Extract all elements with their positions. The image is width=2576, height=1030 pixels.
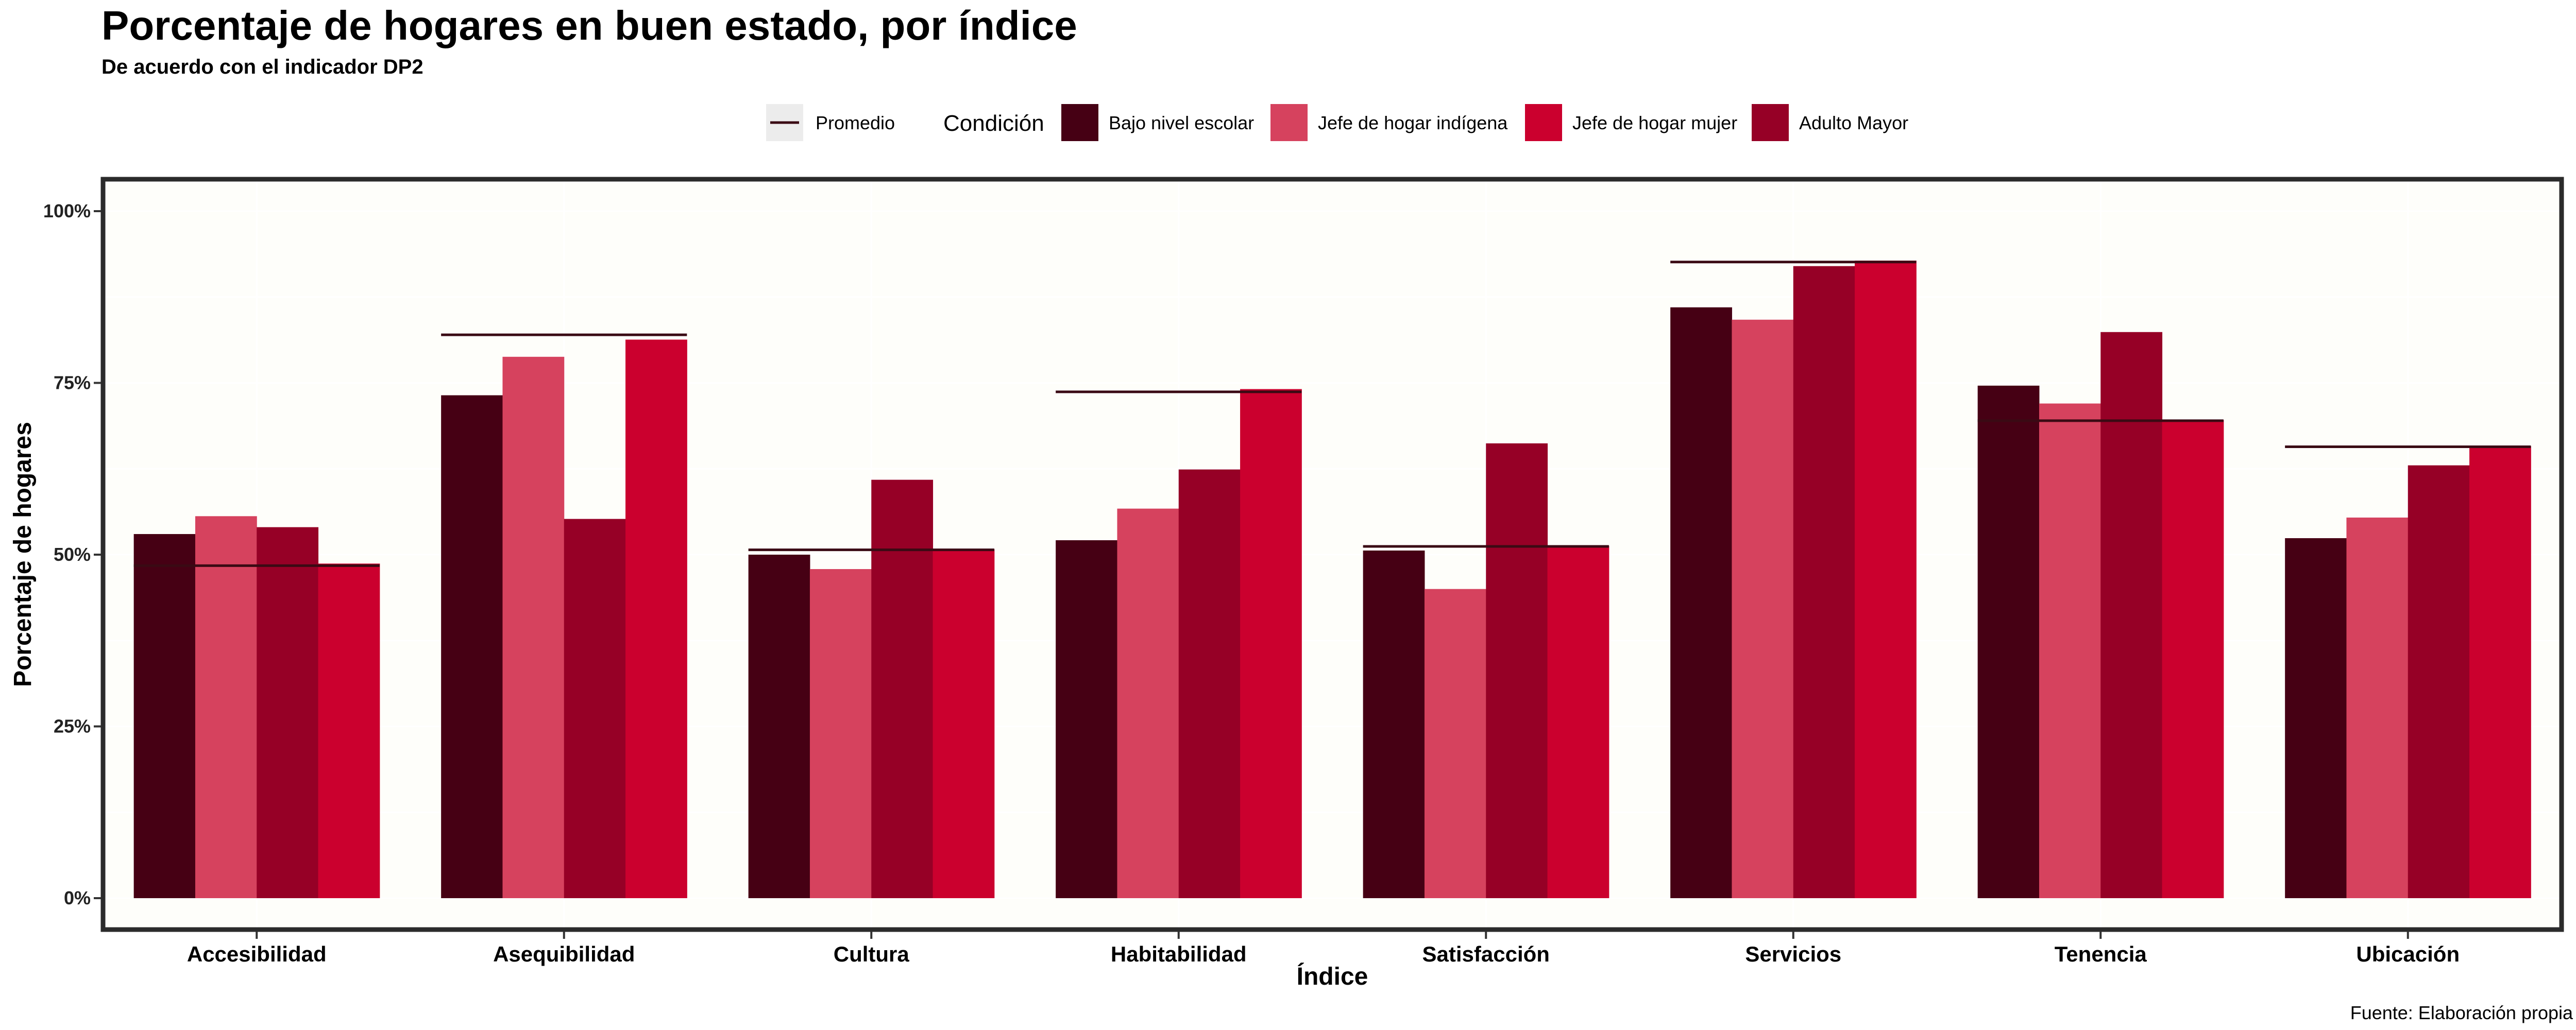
bar	[1977, 385, 2040, 898]
bar	[2285, 538, 2347, 898]
legend-title: Condición	[943, 111, 1044, 136]
bar	[441, 395, 503, 898]
bar	[1855, 261, 1917, 899]
legend-label: Adulto Mayor	[1799, 112, 1908, 133]
x-tick-label: Cultura	[834, 942, 910, 966]
bar	[318, 563, 380, 898]
x-tick-label: Tenencia	[2055, 942, 2147, 966]
x-tick-label: Habitabilidad	[1111, 942, 1247, 966]
bar	[1363, 550, 1425, 898]
y-axis: 0% 25% 50% 75% 100%	[43, 200, 101, 908]
x-tick-label: Satisfacción	[1422, 942, 1550, 966]
bar	[1240, 389, 1302, 898]
x-axis: Accesibilidad Asequibilidad Cultura Habitab…	[187, 932, 2460, 966]
y-tick-label: 75%	[54, 372, 91, 393]
bar	[1056, 540, 1117, 898]
bar	[2346, 517, 2409, 898]
chart-title: Porcentaje de hogares en buen estado, po…	[101, 3, 1077, 48]
legend-label: Bajo nivel escolar	[1109, 112, 1254, 133]
legend-key	[1525, 104, 1562, 141]
bar	[502, 356, 565, 898]
bar	[1547, 545, 1609, 898]
chart-subtitle: De acuerdo con el indicador DP2	[101, 56, 423, 78]
bar	[1424, 589, 1486, 898]
average-lines	[133, 261, 2531, 567]
chart-caption: Fuente: Elaboración propia	[2350, 1002, 2573, 1023]
bar	[1178, 469, 1241, 898]
bar	[2408, 465, 2470, 898]
legend: Promedio Condición Bajo nivel escolar Jefe …	[766, 104, 1908, 141]
y-axis-title: Porcentaje de hogares	[9, 422, 37, 687]
bar	[748, 555, 810, 898]
bar	[2039, 403, 2101, 898]
plot-frame	[100, 177, 2564, 932]
y-tick-label: 100%	[43, 200, 91, 221]
bar	[257, 527, 319, 898]
legend-key	[1061, 104, 1098, 141]
bar	[2469, 446, 2531, 898]
legend-key	[1752, 104, 1789, 141]
x-tick-label: Ubicación	[2356, 942, 2460, 966]
x-tick-label: Accesibilidad	[187, 942, 327, 966]
bar	[1793, 266, 1855, 898]
x-axis-title: Índice	[1297, 963, 1368, 990]
legend-label: Jefe de hogar indígena	[1318, 112, 1508, 133]
bar	[1486, 443, 1548, 898]
legend-key	[1270, 104, 1308, 141]
bar	[2100, 332, 2163, 899]
bar	[1670, 307, 1732, 898]
bar	[1117, 508, 1179, 898]
bar	[871, 479, 934, 898]
y-tick-label: 25%	[54, 716, 91, 737]
y-tick-label: 50%	[54, 544, 91, 565]
bar	[625, 339, 687, 898]
y-tick-label: 0%	[64, 887, 91, 908]
x-tick-label: Asequibilidad	[493, 942, 635, 966]
bar	[933, 549, 995, 898]
x-tick-label: Servicios	[1745, 942, 1841, 966]
legend-label-average: Promedio	[816, 112, 895, 133]
bar	[195, 516, 257, 898]
bar	[809, 569, 872, 898]
legend-label: Jefe de hogar mujer	[1572, 112, 1737, 133]
bar	[2162, 420, 2224, 898]
bar	[133, 534, 196, 898]
bar	[564, 519, 626, 898]
bar	[1732, 319, 1794, 898]
